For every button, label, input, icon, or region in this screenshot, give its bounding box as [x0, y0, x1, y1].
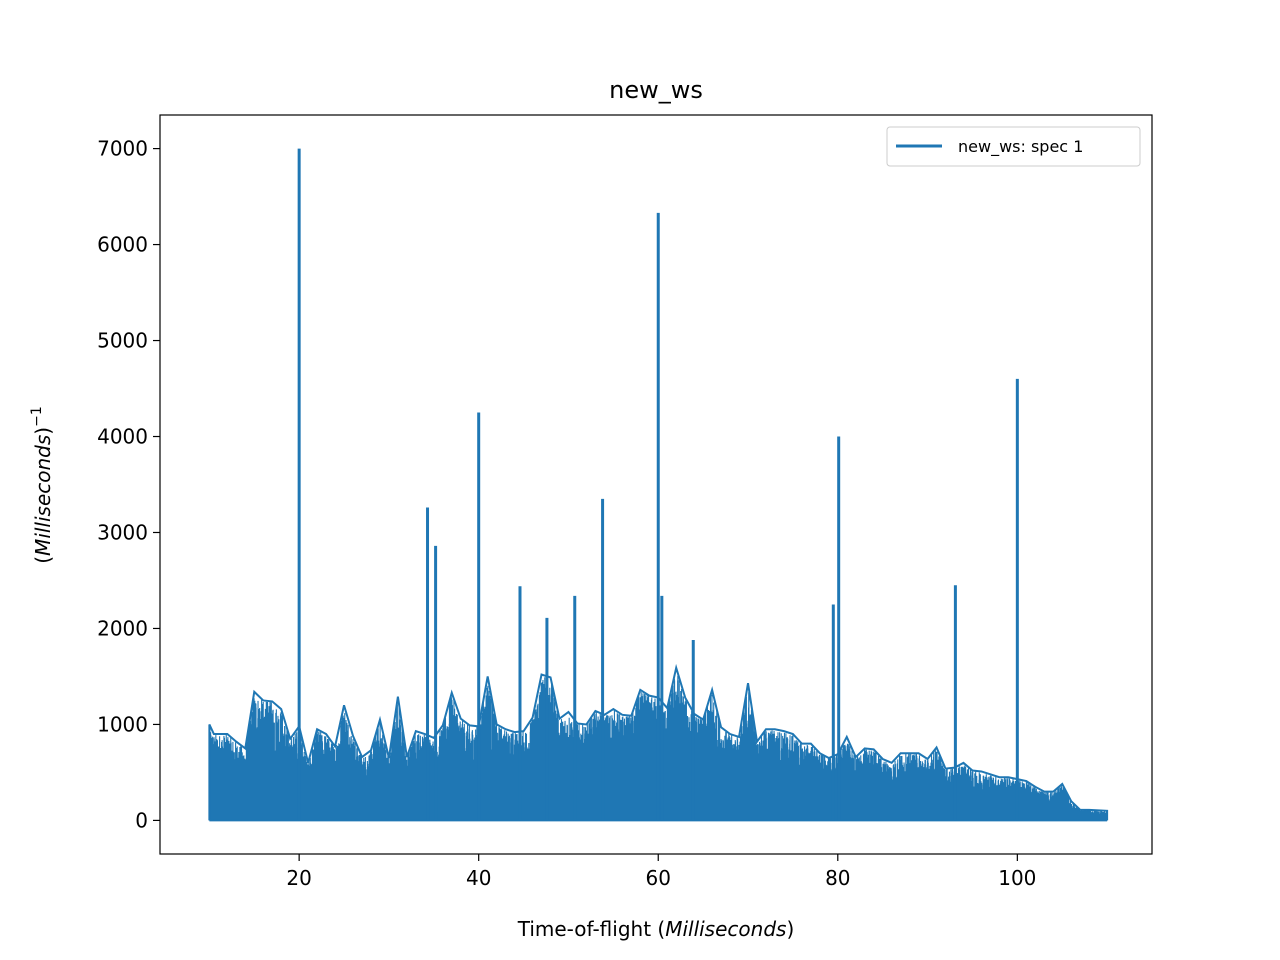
x-axis-ticks: 20 40 60 80 100: [286, 854, 1036, 890]
x-tick-label: 80: [825, 866, 850, 890]
plot-frame: [159, 114, 1153, 855]
x-axis-label: Time-of-flight (Milliseconds): [517, 917, 795, 941]
y-tick-label: 5000: [97, 329, 148, 353]
chart-title: new_ws: [609, 76, 703, 104]
legend: new_ws: spec 1: [886, 126, 1141, 167]
y-axis-label-exponent: −1: [29, 406, 45, 427]
x-tick-label: 40: [466, 866, 491, 890]
y-tick-label: 6000: [97, 233, 148, 257]
y-axis-ticks: 0 1000 2000 3000 4000 5000 6000 7000: [97, 137, 160, 832]
y-axis-label-open: (: [31, 556, 55, 564]
x-axis-label-unit: Milliseconds: [665, 917, 786, 941]
y-tick-label: 4000: [97, 425, 148, 449]
legend-box: [886, 126, 1141, 167]
x-tick-label: 20: [286, 866, 311, 890]
x-axis-label-prefix: Time-of-flight (: [517, 917, 665, 941]
x-tick-label: 100: [998, 866, 1036, 890]
x-tick-label: 60: [646, 866, 671, 890]
y-tick-label: 3000: [97, 520, 148, 544]
y-tick-label: 7000: [97, 137, 148, 161]
x-axis-label-suffix: ): [786, 917, 794, 941]
y-tick-label: 2000: [97, 616, 148, 640]
y-axis-label-close: ): [31, 427, 55, 435]
y-axis-label: (Milliseconds)−1: [29, 406, 55, 564]
y-tick-label: 0: [135, 808, 148, 832]
legend-entry-label: new_ws: spec 1: [958, 137, 1083, 157]
series-layer: [208, 148, 1109, 822]
y-axis-label-unit: Milliseconds: [31, 435, 55, 556]
y-tick-label: 1000: [97, 712, 148, 736]
